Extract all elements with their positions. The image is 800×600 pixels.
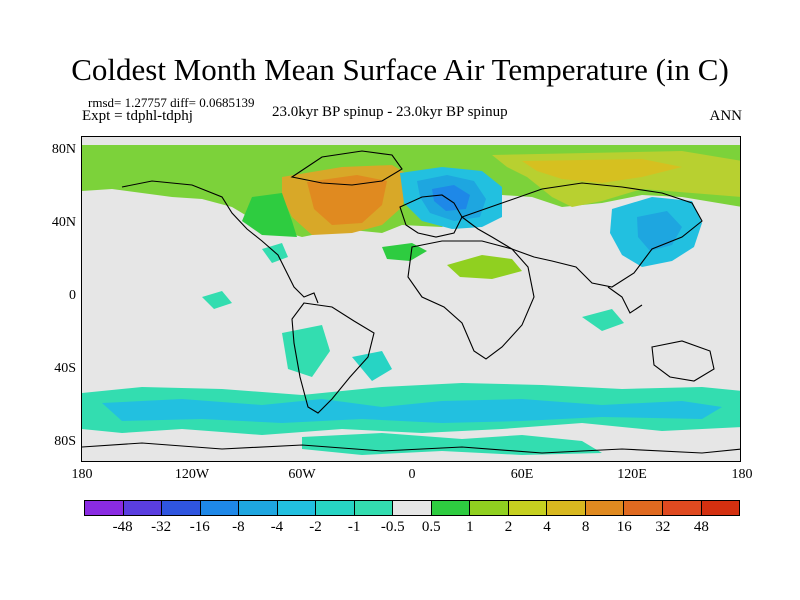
map-title: Coldest Month Mean Surface Air Temperatu… [71, 52, 729, 87]
colorbar-label: -0.5 [380, 519, 405, 535]
stats-text: rmsd= 1.27757 diff= 0.0685139 [88, 95, 255, 110]
atlantic-patch [382, 243, 427, 261]
colorbar-swatch [354, 501, 394, 515]
lat-label-40n: 40N [51, 215, 76, 230]
south-atlantic-patch [352, 351, 392, 381]
experiment-label: Expt = tdphl-tdphj [82, 108, 193, 124]
colorbar-swatch [200, 501, 240, 515]
europe-cooling-deep [432, 185, 470, 211]
map-canvas [82, 137, 740, 461]
colorbar-label: -48 [112, 519, 133, 535]
colorbar-label: 0.5 [421, 519, 441, 535]
colorbar-label: -8 [232, 519, 245, 535]
atlantic-fringe [242, 193, 297, 237]
colorbar-swatch [662, 501, 702, 515]
colorbar-label: 48 [693, 519, 709, 535]
colorbar-swatch [239, 501, 278, 515]
lon-label-0: 0 [408, 467, 416, 482]
lat-label-80s: 80S [54, 434, 76, 449]
lon-label-180w: 180 [71, 467, 93, 482]
lat-label-80n: 80N [51, 142, 76, 157]
colorbar-swatch [162, 501, 201, 515]
colorbar-swatch [393, 501, 432, 515]
colorbar-swatch [585, 501, 625, 515]
southern-ocean-cooling-core [102, 399, 722, 423]
colorbar-label: -16 [189, 519, 210, 535]
colorbar-label: -1 [347, 519, 361, 535]
north-africa-patch [447, 255, 522, 279]
tropical-patch-1 [202, 291, 232, 309]
colorbar [84, 500, 740, 516]
tropical-patch-2 [582, 309, 624, 331]
colorbar-swatch [277, 501, 317, 515]
period-label: ANN [709, 108, 743, 124]
colorbar-swatch [508, 501, 548, 515]
colorbar-swatch [547, 501, 586, 515]
coastlines [82, 150, 740, 454]
lon-label-60w: 60W [288, 467, 316, 482]
colorbar-swatch [470, 501, 509, 515]
colorbar-label: 32 [655, 519, 671, 535]
colorbar-swatch [316, 501, 355, 515]
colorbar-label: 16 [616, 519, 632, 535]
antarctic-patch [302, 433, 602, 455]
colorbar-label: 4 [543, 519, 551, 535]
colorbar-label: 8 [581, 519, 590, 535]
colorbar-label: -2 [309, 519, 322, 535]
colorbar-label: 1 [466, 519, 474, 535]
lon-label-120w: 120W [174, 467, 210, 482]
colorbar-swatch [624, 501, 663, 515]
colorbar-swatch [431, 501, 471, 515]
lat-label-40s: 40S [54, 361, 76, 376]
lon-label-120e: 120E [617, 467, 647, 482]
lon-label-180e: 180 [731, 467, 753, 482]
lon-label-60e: 60E [510, 467, 534, 482]
colorbar-swatch [85, 501, 124, 515]
colorbar-label: -32 [151, 519, 172, 535]
lat-label-0: 0 [69, 288, 76, 303]
colorbar-label: 2 [504, 519, 513, 535]
colorbar-swatch [701, 501, 740, 515]
north-atlantic-warm-core [307, 175, 387, 225]
comparison-label: 23.0kyr BP spinup - 23.0kyr BP spinup [272, 104, 508, 120]
colorbar-swatch [123, 501, 163, 515]
colorbar-label: -4 [270, 519, 284, 535]
temperature-difference-map [81, 136, 741, 462]
siberia-warm-core [522, 159, 682, 183]
